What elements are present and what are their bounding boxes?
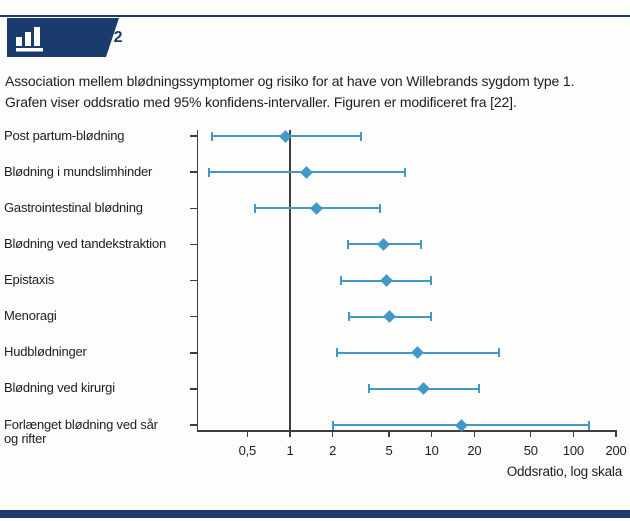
category-label-line: Gastrointestinal blødning (4, 199, 143, 215)
category-label-line: Menoragi (4, 308, 57, 324)
y-axis-tick (190, 243, 198, 246)
y-axis-tick (190, 279, 198, 282)
category-label: Blødning ved tandekstraktion (4, 235, 196, 251)
ci-cap-high (430, 312, 433, 322)
top-divider (0, 15, 630, 17)
x-axis-tick-label: 20 (467, 443, 482, 458)
y-axis-tick (190, 207, 198, 209)
ci-cap-low (340, 276, 343, 285)
ci-cap-low (346, 239, 349, 249)
x-axis-tick (246, 430, 249, 437)
category-label-line: Blødning i mundslimhinder (4, 163, 153, 179)
bottom-divider (0, 510, 630, 518)
or-diamond (377, 238, 391, 251)
reference-line (289, 130, 291, 430)
category-label-line: Blødning ved kirurgi (4, 380, 115, 396)
x-axis-tick (473, 430, 476, 437)
caption-line-1: Association mellem blødningssymptomer og… (5, 73, 575, 89)
ci-cap-high (498, 348, 501, 358)
ci-cap-low (367, 384, 370, 394)
category-label: Menoragi (4, 309, 196, 323)
category-label: Blødning i mundslimhinder (4, 163, 196, 179)
x-axis-tick (530, 430, 532, 437)
ci-cap-high (477, 384, 480, 394)
ci-cap-low (331, 420, 334, 430)
x-axis-tick-label: 5 (385, 443, 393, 458)
x-axis-line (196, 430, 617, 432)
ci-cap-high (359, 131, 362, 141)
x-axis-tick-label: 50 (523, 443, 538, 458)
category-label-line: Post partum-blødning (4, 127, 125, 143)
category-label: Forlænget blødning ved sår og rifter (4, 416, 196, 446)
x-axis-tick-label: 10 (424, 443, 439, 458)
or-diamond (310, 201, 324, 215)
figure-badge (7, 18, 119, 57)
ci-cap-high (587, 420, 590, 430)
category-label: Gastrointestinal blødning (4, 199, 196, 215)
category-label: Blødning ved kirurgi (4, 381, 196, 395)
figure-badge-label: FIGUR 2 (57, 29, 123, 46)
x-axis-tick-label: 200 (605, 443, 627, 458)
x-axis-tick-label: 0,5 (238, 443, 257, 458)
ci-cap-low (210, 131, 213, 141)
x-axis-tick-label: 100 (562, 443, 584, 458)
or-diamond (299, 165, 313, 179)
x-axis-tick (388, 430, 390, 437)
x-axis-tick-label: 1 (286, 443, 294, 458)
ci-cap-low (208, 167, 211, 177)
x-axis-tick (331, 430, 334, 437)
or-diamond (417, 382, 431, 396)
bar-chart-icon (14, 24, 48, 52)
x-axis-tick (431, 430, 433, 437)
ci-cap-high (378, 203, 381, 213)
category-label: Post partum-blødning (4, 127, 196, 143)
ci-cap-low (336, 348, 339, 358)
category-label-line: og rifter (4, 430, 47, 446)
ci-cap-high (404, 167, 407, 177)
or-diamond (411, 346, 425, 360)
y-axis-tick (190, 315, 198, 318)
or-diamond (380, 274, 393, 287)
category-label: Epistaxis (4, 273, 196, 287)
category-label-line: Forlænget blødning ved sår (4, 416, 158, 432)
y-axis-tick (190, 388, 198, 390)
figure-caption: Association mellem blødningssymptomer og… (5, 71, 605, 113)
y-axis-tick (190, 171, 198, 173)
x-axis-tick (615, 430, 617, 437)
ci-cap-high (419, 239, 422, 249)
or-diamond (382, 310, 396, 323)
ci-cap-low (347, 312, 350, 322)
x-axis-label: Oddsratio, log skala (506, 464, 623, 479)
category-label-line: Blødning ved tandekstraktion (4, 235, 167, 251)
y-axis-tick (190, 352, 198, 354)
ci-cap-low (254, 203, 257, 213)
category-label-line: Hudblødninger (4, 344, 87, 360)
ci-cap-high (430, 276, 433, 285)
x-axis-tick (289, 430, 291, 437)
category-label: Hudblødninger (4, 345, 196, 359)
category-label-line: Epistaxis (4, 272, 55, 287)
x-axis-tick (572, 430, 575, 437)
y-axis-tick (190, 424, 198, 426)
y-axis-tick (190, 135, 198, 137)
x-axis-tick-label: 2 (329, 443, 337, 458)
caption-line-2: Grafen viser oddsratio med 95% konfidens… (5, 94, 517, 110)
